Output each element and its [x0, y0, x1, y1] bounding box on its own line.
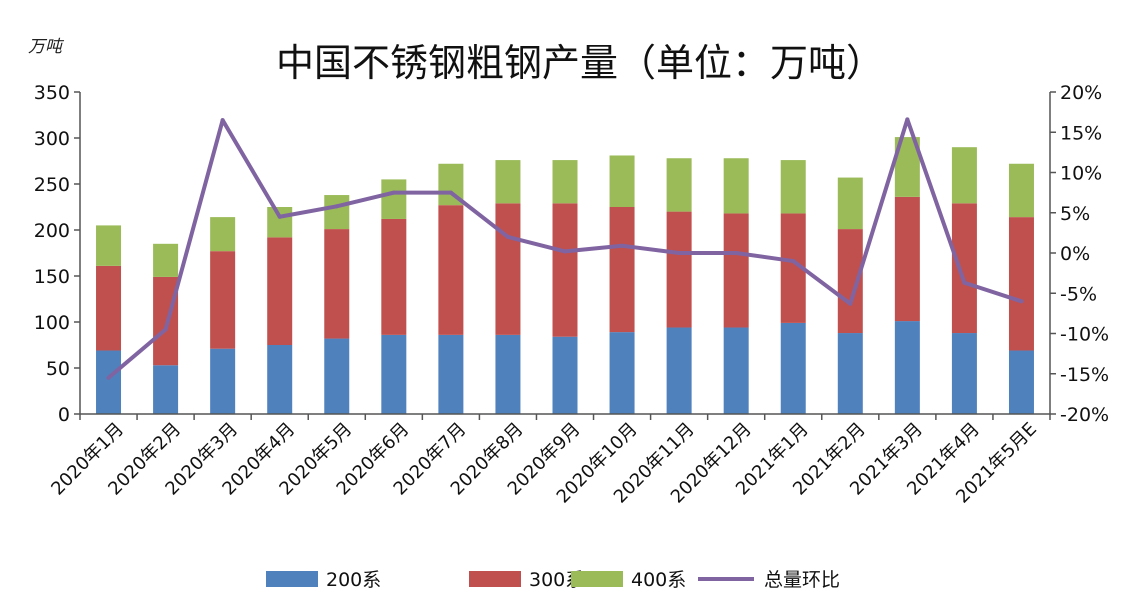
- bar-400系-2021年5月E: [1008, 163, 1034, 218]
- bar-300系-2020年9月: [552, 203, 578, 337]
- y2-tick-label: -10%: [1060, 324, 1109, 346]
- bar-300系-2021年5月E: [1008, 217, 1034, 351]
- y2-tick-label: -15%: [1060, 364, 1109, 386]
- bar-200系-2020年10月: [609, 332, 635, 414]
- bar-300系-2020年8月: [495, 203, 521, 335]
- bar-400系-2020年3月: [210, 217, 236, 252]
- line-point: [220, 118, 225, 123]
- y-tick-label: 50: [46, 358, 70, 380]
- legend-label-总量环比: 总量环比: [764, 569, 840, 591]
- y2-tick-label: -5%: [1060, 283, 1097, 305]
- legend-swatch-400系: [571, 571, 623, 587]
- bar-200系-2021年2月: [837, 333, 863, 414]
- line-point: [677, 251, 682, 255]
- y-tick-label: 150: [34, 266, 70, 288]
- y2-tick-label: 15%: [1060, 122, 1102, 144]
- bar-200系-2020年6月: [381, 334, 407, 414]
- y2-tick-label: -20%: [1060, 404, 1109, 426]
- bar-400系-2020年12月: [723, 158, 749, 214]
- bar-200系-2020年9月: [552, 336, 578, 414]
- y2-tick-label: 0%: [1060, 243, 1090, 265]
- y-tick-label: 250: [34, 174, 70, 196]
- y2-tick-label: 5%: [1060, 203, 1090, 225]
- bar-400系-2020年6月: [381, 179, 407, 219]
- bar-400系-2020年1月: [96, 225, 122, 266]
- legend-swatch-300系: [469, 571, 521, 587]
- legend-label-400系: 400系: [631, 569, 686, 591]
- chart-title: 中国不锈钢粗钢产量（单位：万吨）: [276, 41, 884, 85]
- bar-400系-2020年4月: [267, 207, 293, 238]
- bar-200系-2021年1月: [780, 322, 806, 414]
- y-tick-label: 100: [34, 312, 70, 334]
- line-point: [277, 214, 282, 219]
- bar-200系-2020年5月: [324, 338, 350, 414]
- bar-200系-2021年3月: [894, 321, 920, 414]
- y-tick-label: 0: [58, 404, 70, 426]
- legend-label-200系: 200系: [326, 569, 381, 591]
- y2-tick-label: 20%: [1060, 82, 1102, 104]
- bar-200系-2020年11月: [666, 327, 692, 414]
- line-point: [791, 259, 796, 264]
- bar-400系-2020年10月: [609, 155, 635, 207]
- bar-200系-2020年1月: [96, 350, 122, 414]
- bar-300系-2020年1月: [96, 265, 122, 351]
- bar-400系-2021年4月: [951, 147, 977, 204]
- bar-400系-2021年1月: [780, 160, 806, 214]
- bar-300系-2020年5月: [324, 229, 350, 339]
- bar-400系-2020年11月: [666, 158, 692, 212]
- bar-400系-2020年8月: [495, 160, 521, 204]
- bar-300系-2020年10月: [609, 207, 635, 333]
- bar-300系-2021年3月: [894, 196, 920, 322]
- ratio-line-layer: [106, 117, 1024, 380]
- line-point: [391, 190, 396, 195]
- y-tick-label: 200: [34, 220, 70, 242]
- bar-400系-2020年2月: [153, 243, 179, 277]
- line-point: [505, 234, 510, 239]
- bars-layer: [96, 137, 1034, 414]
- line-point: [734, 251, 739, 255]
- bar-300系-2020年11月: [666, 211, 692, 328]
- bar-300系-2020年6月: [381, 218, 407, 335]
- line-point: [448, 190, 453, 195]
- y2-tick-label: 10%: [1060, 163, 1102, 185]
- bar-200系-2020年8月: [495, 334, 521, 414]
- line-point: [563, 249, 567, 254]
- bar-300系-2020年4月: [267, 237, 293, 345]
- bar-200系-2020年7月: [438, 334, 464, 414]
- line-point: [1019, 299, 1024, 304]
- y-tick-label: 300: [34, 128, 70, 150]
- bar-400系-2020年9月: [552, 160, 578, 204]
- bar-200系-2021年5月E: [1008, 350, 1034, 414]
- bar-400系-2020年5月: [324, 195, 350, 230]
- bar-400系-2021年2月: [837, 177, 863, 230]
- bar-200系-2020年4月: [267, 345, 293, 414]
- line-point: [334, 204, 339, 209]
- legend: 200系 300系 400系 总量环比: [266, 569, 840, 591]
- line-point: [106, 375, 111, 380]
- y-tick-label: 350: [34, 82, 70, 104]
- bar-300系-2020年7月: [438, 205, 464, 335]
- legend-label-300系: 300系: [529, 569, 584, 591]
- y-axis-unit-label: 万吨: [28, 37, 65, 57]
- line-point: [848, 301, 853, 306]
- legend-swatch-200系: [266, 571, 318, 587]
- bar-200系-2020年3月: [210, 348, 236, 414]
- bar-200系-2021年4月: [951, 333, 977, 414]
- bar-300系-2020年3月: [210, 251, 236, 349]
- line-point: [163, 327, 168, 332]
- bar-200系-2020年12月: [723, 327, 749, 414]
- bar-300系-2020年12月: [723, 213, 749, 328]
- bar-200系-2020年2月: [153, 365, 179, 414]
- line-point: [620, 243, 625, 248]
- line-point: [905, 117, 910, 122]
- line-point: [962, 280, 967, 285]
- bar-300系-2021年4月: [951, 203, 977, 334]
